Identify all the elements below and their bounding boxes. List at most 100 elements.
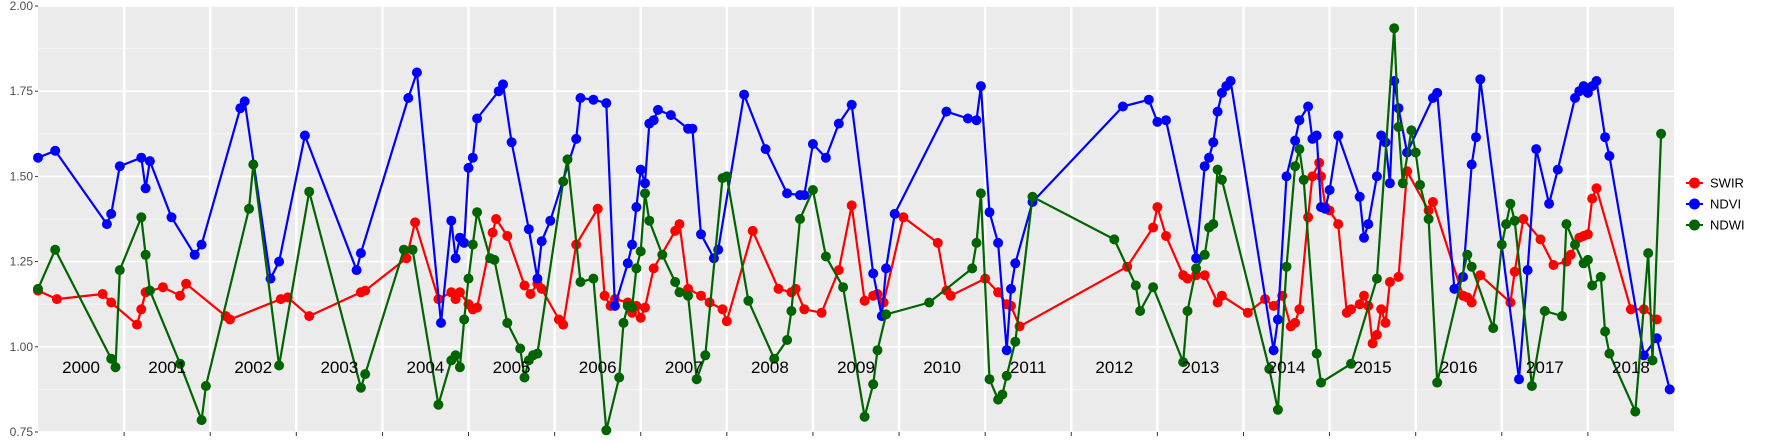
data-point-ndwi: [355, 382, 366, 393]
data-point-ndvi: [1449, 283, 1460, 294]
data-point-ndvi: [459, 237, 470, 248]
data-point-ndvi: [196, 239, 207, 250]
data-point-ndvi: [1212, 106, 1223, 117]
data-point-ndvi: [274, 256, 285, 267]
major-gridlines: [38, 5, 1674, 433]
data-point-ndwi: [1410, 147, 1421, 158]
data-point-ndwi: [769, 353, 780, 364]
data-point-ndwi: [140, 249, 151, 260]
year-label: 2014: [1268, 358, 1306, 377]
data-point-swir: [1475, 270, 1486, 281]
legend-label: NDWI: [1710, 218, 1745, 233]
data-point-ndwi: [1466, 261, 1477, 272]
data-point-ndwi: [1182, 306, 1193, 316]
data-point-ndwi: [786, 306, 797, 316]
data-point-ndvi: [1117, 101, 1128, 112]
data-point-ndvi: [1161, 115, 1171, 126]
data-point-ndwi: [575, 277, 586, 287]
data-point-ndvi: [536, 236, 547, 247]
data-point-ndvi: [1199, 161, 1210, 172]
data-point-ndwi: [670, 277, 681, 287]
data-point-ndwi: [1604, 348, 1615, 359]
year-label: 2003: [320, 358, 358, 377]
data-point-ndvi: [472, 113, 483, 124]
data-point-ndwi: [1027, 191, 1038, 202]
data-point-ndwi: [635, 246, 646, 257]
data-point-ndvi: [1664, 384, 1675, 395]
data-point-ndwi: [971, 237, 982, 248]
data-point-ndvi: [166, 212, 177, 223]
data-point-ndwi: [997, 389, 1008, 400]
legend-item-ndwi: NDWI: [1686, 218, 1745, 233]
data-point-ndwi: [489, 254, 500, 265]
year-label: 2001: [148, 358, 186, 377]
data-point-ndwi: [1501, 219, 1512, 230]
data-point-ndvi: [1371, 171, 1382, 182]
data-point-ndwi: [244, 203, 254, 214]
legend: SWIR NDVI NDWI: [1686, 176, 1745, 233]
data-point-ndwi: [1570, 239, 1580, 250]
data-point-ndwi: [106, 353, 117, 364]
data-point-ndvi: [739, 89, 750, 100]
data-point-ndwi: [1505, 198, 1516, 209]
legend-item-swir: SWIR: [1686, 176, 1744, 191]
data-point-ndvi: [351, 265, 362, 276]
data-point-swir: [1006, 300, 1016, 311]
data-point-ndwi: [1294, 144, 1305, 155]
data-point-ndwi: [1582, 254, 1593, 265]
x-axis-ticks: [123, 432, 1589, 436]
data-point-ndwi: [114, 265, 125, 276]
year-dividers: [122, 6, 1590, 432]
data-point-ndwi: [1397, 178, 1408, 189]
data-point-ndwi: [924, 297, 935, 308]
legend-key-dot: [1689, 198, 1700, 210]
data-point-swir: [1587, 193, 1598, 204]
data-point-ndvi: [609, 300, 620, 311]
data-point-ndwi: [110, 362, 121, 373]
series-ndwi: [33, 23, 1667, 436]
data-point-ndwi: [463, 273, 474, 284]
data-point-ndwi: [984, 374, 995, 385]
data-point-ndvi: [648, 115, 659, 126]
y-axis: 0.75 1.00 1.25 1.50 1.75 2.00: [10, 0, 38, 439]
data-point-ndvi: [889, 208, 900, 219]
data-point-ndwi: [743, 295, 754, 306]
data-point-ndwi: [467, 239, 478, 250]
data-point-ndwi: [1199, 249, 1210, 260]
data-point-ndvi: [962, 113, 973, 124]
data-point-ndvi: [189, 249, 200, 260]
data-point-ndwi: [1264, 364, 1275, 374]
data-point-swir: [401, 253, 412, 264]
data-point-ndwi: [1191, 263, 1202, 274]
year-label: 2008: [751, 358, 789, 377]
data-point-swir: [1148, 222, 1159, 233]
data-point-swir: [898, 212, 909, 223]
data-point-ndwi: [1595, 271, 1606, 282]
data-point-ndwi: [838, 282, 849, 293]
data-point-ndvi: [820, 152, 831, 163]
data-point-ndwi: [196, 415, 207, 426]
data-point-ndvi: [101, 219, 112, 230]
legend-item-ndvi: NDVI: [1686, 197, 1741, 212]
data-point-ndwi: [644, 215, 655, 226]
data-point-ndwi: [618, 317, 629, 328]
data-point-ndvi: [1290, 135, 1301, 146]
data-point-swir: [1354, 299, 1365, 310]
data-point-swir: [1307, 171, 1318, 182]
data-point-ndwi: [1587, 280, 1598, 291]
data-point-swir: [846, 200, 857, 211]
data-point-ndvi: [498, 79, 508, 90]
data-point-ndwi: [627, 302, 638, 313]
data-point-ndvi: [868, 268, 879, 279]
data-point-ndvi: [881, 263, 892, 274]
series-line-ndwi: [36, 27, 1663, 432]
data-point-swir: [558, 319, 569, 330]
data-point-ndvi: [941, 106, 952, 117]
data-point-ndvi: [975, 81, 986, 92]
data-point-swir: [816, 307, 827, 318]
series-ndvi: [33, 67, 1675, 395]
data-point-swir: [648, 263, 659, 274]
data-point-ndwi: [683, 290, 694, 301]
data-point-ndwi: [691, 374, 702, 385]
data-point-ndwi: [1630, 406, 1641, 417]
